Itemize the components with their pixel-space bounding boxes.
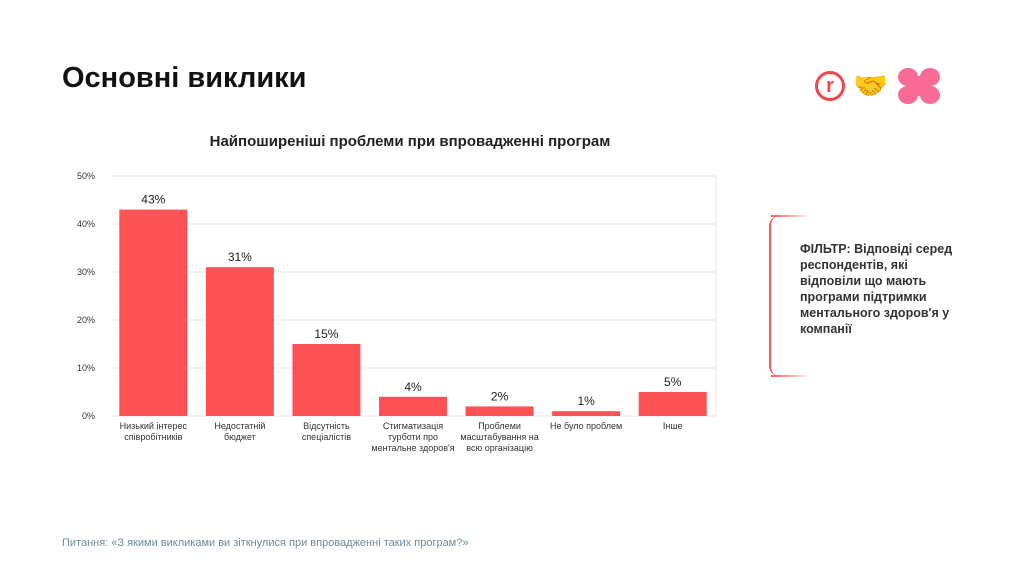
x-tick-label: Низький інтерес співробітників — [119, 421, 187, 442]
x-tick-label: Відсутність спеціалістів — [301, 421, 352, 442]
x-tick-label: Недостатній бюджет — [214, 421, 266, 442]
bar — [552, 411, 621, 416]
pink-brain-logo — [896, 66, 942, 106]
y-tick-label: 40% — [77, 219, 95, 229]
y-tick-label: 50% — [77, 171, 95, 181]
y-tick-label: 30% — [77, 267, 95, 277]
brand-logo-r: r — [815, 71, 845, 101]
bar — [379, 396, 447, 416]
bar — [119, 209, 188, 416]
bar — [465, 406, 534, 416]
data-label: 43% — [141, 193, 165, 207]
filter-box — [769, 215, 961, 377]
data-label: 4% — [404, 380, 422, 394]
x-tick-label: Стигматизація турботи про ментальне здор… — [371, 421, 455, 453]
x-tick-label: Інше — [662, 421, 683, 431]
handshake-icon: 🤝 — [853, 70, 888, 101]
data-label: 5% — [664, 375, 682, 389]
bar — [205, 267, 274, 416]
y-tick-label: 10% — [77, 363, 95, 373]
x-tick-label: Не було проблем — [550, 421, 623, 431]
data-label: 15% — [314, 327, 338, 341]
data-label: 2% — [491, 389, 509, 403]
y-tick-label: 0% — [82, 411, 95, 421]
chart-title: Найпоширеніші проблеми при впровадженні … — [209, 133, 611, 150]
filter-text: ФІЛЬТР: Відповіді серед респондентів, як… — [800, 242, 953, 336]
logos: r 🤝 — [815, 66, 942, 106]
data-label: 1% — [577, 394, 595, 408]
bar — [638, 392, 707, 416]
data-label: 31% — [228, 250, 252, 264]
page-title: Основні виклики — [62, 62, 307, 94]
bar — [292, 344, 361, 416]
x-tick-label: Проблеми масштабування на всю організаці… — [460, 421, 539, 453]
y-tick-label: 20% — [77, 315, 95, 325]
source-question: Питання: «З якими викликами ви зіткнулис… — [62, 537, 469, 549]
